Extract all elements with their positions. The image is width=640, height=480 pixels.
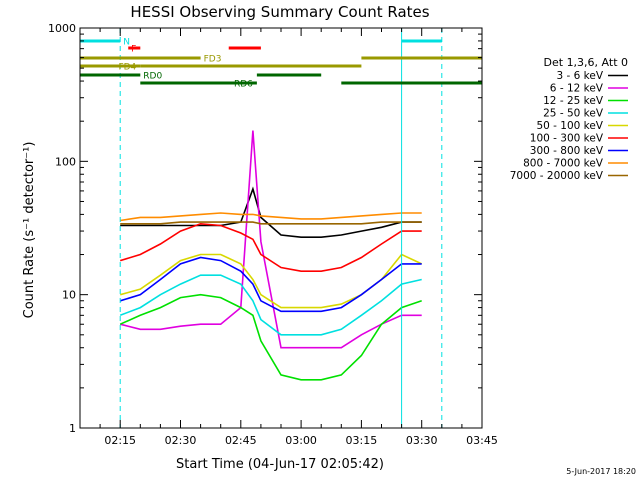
series-line-2 (119, 293, 422, 381)
series-line-3 (119, 274, 422, 336)
y-tick-label-0: 1 (69, 422, 76, 435)
legend-label-0: 3 - 6 keV (556, 70, 603, 82)
series-line-4 (119, 253, 423, 309)
series-line-7 (120, 212, 422, 222)
legend-label-8: 7000 - 20000 keV (510, 170, 604, 182)
x-tick-label-6: 03:45 (466, 434, 498, 447)
annotation-label-4: RD0 (143, 72, 162, 82)
series-line-8 (120, 221, 422, 225)
annotation-label-5: RD6 (234, 80, 253, 90)
x-tick-label-5: 03:30 (406, 434, 438, 447)
annotation-bars: NF FD3 FD4 RD0 RD6 (80, 38, 482, 90)
legend-title: Det 1,3,6, Att 0 (544, 56, 628, 69)
chart-title: HESSI Observing Summary Count Rates (130, 3, 429, 21)
legend-label-2: 12 - 25 keV (543, 95, 604, 107)
series-line-6 (119, 256, 422, 313)
axes: 1 10 100 1000 02:15 02:30 02:45 03:00 03:15 03:30… (48, 22, 498, 447)
y-tick-label-1: 10 (62, 289, 76, 302)
annotation-label-0: N (123, 38, 130, 48)
y-tick-label-2: 100 (55, 155, 76, 168)
legend-label-1: 6 - 12 keV (550, 83, 604, 95)
y-axis-label: Count Rate (s⁻¹ detector⁻¹) (22, 142, 37, 319)
series-line-1 (120, 130, 422, 349)
legend-label-4: 50 - 100 keV (536, 120, 603, 132)
x-tick-label-3: 03:00 (285, 434, 317, 447)
x-tick-label-2: 02:45 (225, 434, 257, 447)
legend-label-5: 100 - 300 keV (530, 133, 604, 145)
annotation-label-1: F (131, 45, 136, 55)
annotation-label-2: FD3 (204, 55, 222, 65)
legend-label-7: 800 - 7000 keV (523, 158, 604, 170)
annotation-label-3: FD4 (118, 63, 136, 73)
plot-frame (79, 27, 483, 429)
x-tick-label-4: 03:15 (346, 434, 378, 447)
series-line-0 (120, 186, 422, 238)
x-tick-label-0: 02:15 (104, 434, 136, 447)
footer-date: 5-Jun-2017 18:20 (566, 467, 636, 476)
x-tick-label-1: 02:30 (165, 434, 197, 447)
legend-label-6: 300 - 800 keV (530, 145, 604, 157)
legend-label-3: 25 - 50 keV (543, 108, 604, 120)
series-line-5 (119, 222, 422, 272)
y-tick-label-3: 1000 (48, 22, 76, 35)
plot-area (79, 28, 443, 428)
x-axis-label: Start Time (04-Jun-17 02:05:42) (176, 457, 384, 472)
